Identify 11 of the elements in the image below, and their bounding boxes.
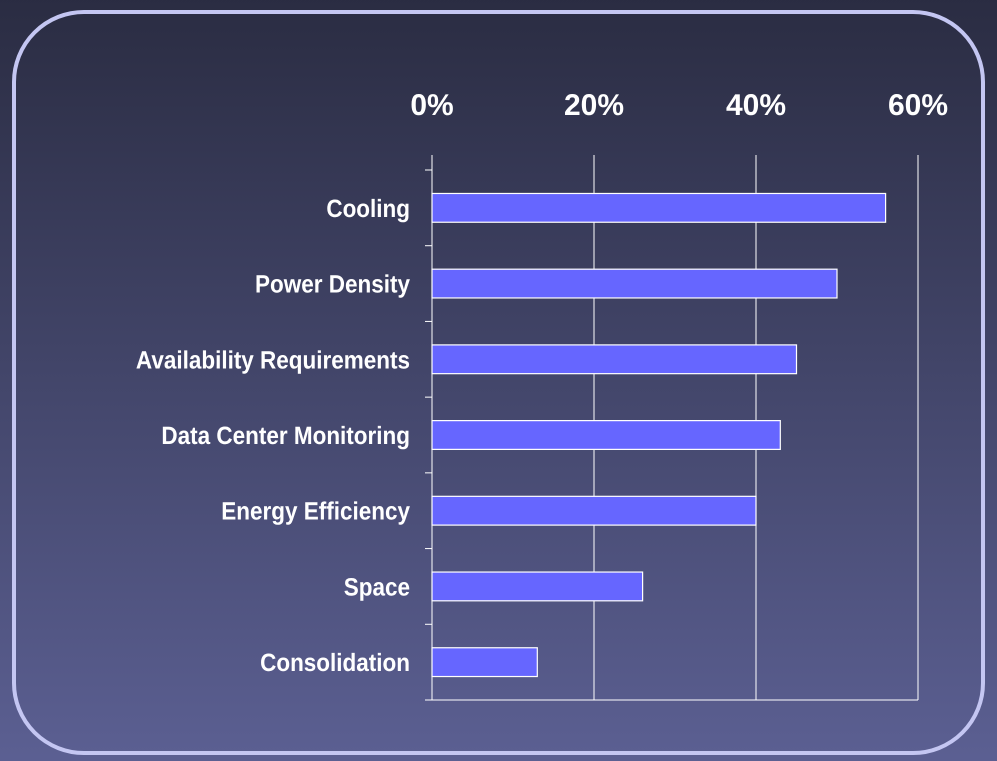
x-tick-label: 60% — [888, 89, 948, 122]
x-tick-label: 0% — [410, 89, 454, 122]
y-tick-label: Energy Efficiency — [221, 498, 411, 526]
y-tick-label: Consolidation — [260, 649, 410, 678]
y-tick-label: Data Center Monitoring — [161, 422, 410, 450]
y-tick-label: Power Density — [255, 270, 411, 299]
y-tick-label: Availability Requirements — [136, 346, 410, 375]
x-tick-label: 20% — [564, 89, 624, 122]
y-tick-label: Space — [344, 573, 410, 602]
x-tick-label: 40% — [726, 89, 786, 122]
y-tick-label: Cooling — [326, 194, 410, 224]
